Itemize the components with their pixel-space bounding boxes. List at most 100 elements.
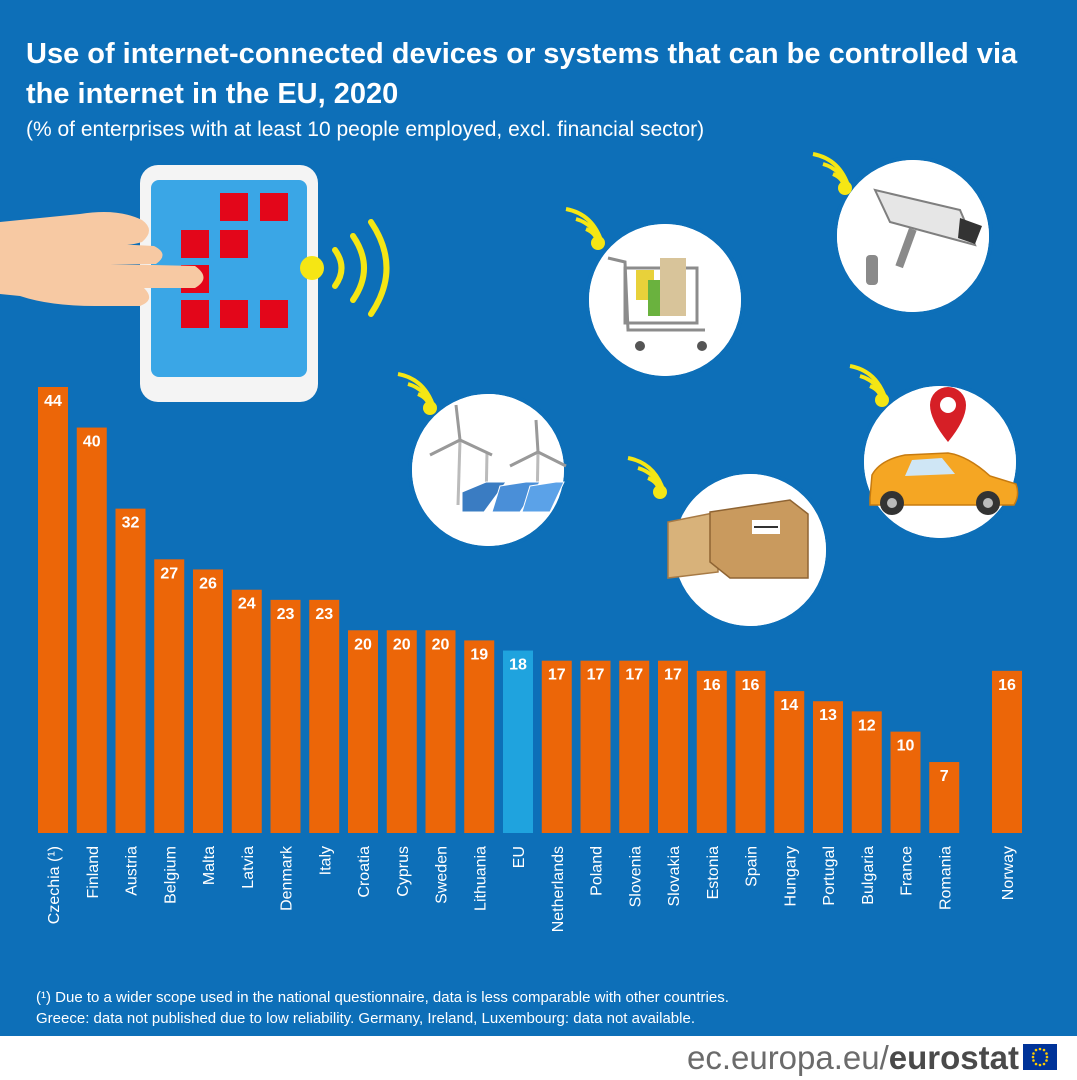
hand-icon	[0, 212, 204, 306]
bar-sweden	[425, 630, 456, 833]
bar-value-label: 18	[509, 657, 527, 674]
category-label: Netherlands	[550, 846, 567, 932]
bar-hungary	[774, 691, 805, 833]
wifi-signal-icon	[812, 152, 852, 195]
category-label: Hungary	[782, 846, 799, 906]
category-label: Slovenia	[627, 846, 644, 907]
bar-eu	[503, 650, 533, 833]
bar-finland	[76, 427, 107, 833]
category-label: Cyprus	[395, 846, 412, 897]
bar-value-label: 16	[998, 677, 1016, 694]
bar-value-label: 7	[940, 768, 949, 785]
security-camera-icon	[833, 156, 993, 316]
category-label: France	[899, 846, 916, 896]
bar-estonia	[696, 670, 727, 833]
chart-subtitle: (% of enterprises with at least 10 peopl…	[26, 118, 705, 141]
category-label: Estonia	[705, 846, 722, 899]
bar-bulgaria	[851, 711, 882, 833]
bar-spain	[735, 670, 766, 833]
wifi-signal-icon	[565, 207, 605, 250]
bar-cyprus	[386, 630, 417, 833]
footer: ec.europa.eu/eurostat	[0, 1036, 1077, 1080]
bar-value-label: 26	[199, 575, 217, 592]
wifi-signal-icon	[397, 372, 437, 415]
bar-value-label: 10	[897, 738, 915, 755]
wifi-signal-icon	[627, 456, 667, 499]
bar-value-label: 13	[819, 707, 837, 724]
category-label: Lithuania	[472, 846, 489, 911]
bar-latvia	[231, 589, 262, 833]
bar-italy	[309, 599, 340, 833]
bar-portugal	[813, 701, 843, 833]
bar-value-label: 12	[858, 717, 876, 734]
bar-value-label: 20	[432, 636, 450, 653]
bar-czechia	[38, 387, 68, 833]
bar-value-label: 17	[664, 667, 682, 684]
eurostat-brand: eurostat	[888, 1039, 1019, 1076]
category-label: Slovakia	[666, 846, 683, 907]
bar-norway	[992, 670, 1022, 833]
bar-value-label: 23	[277, 606, 295, 623]
bar-value-label: 40	[83, 434, 101, 451]
bar-romania	[929, 762, 960, 833]
bar-value-label: 17	[548, 667, 566, 684]
wind-solar-energy-icon	[408, 390, 568, 550]
category-label: EU	[511, 846, 528, 868]
bar-denmark	[270, 599, 301, 833]
bar-slovenia	[619, 660, 650, 833]
bar-poland	[580, 660, 611, 833]
bar-value-label: 17	[587, 667, 605, 684]
bar-france	[890, 731, 921, 833]
website-domain: ec.europa.eu/	[686, 1039, 889, 1076]
bar-value-label: 16	[703, 677, 721, 694]
category-label: Poland	[589, 846, 606, 896]
bar-value-label: 19	[470, 646, 488, 663]
illustration-and-chart: 44 Czechia (¹) 40 Finland 32 Austria 27 Belgium…	[0, 152, 1022, 932]
category-label: Italy	[317, 846, 334, 875]
chart-title: Use of internet-connected devices or sys…	[26, 38, 1018, 110]
category-label: Czechia (¹)	[46, 846, 63, 924]
category-label: Denmark	[279, 845, 296, 911]
website-link[interactable]: ec.europa.eu/eurostat	[687, 1038, 1019, 1078]
bar-value-label: 32	[122, 515, 140, 532]
category-label: Malta	[201, 846, 218, 885]
bar-value-label: 44	[44, 393, 62, 410]
bar-value-label: 16	[742, 677, 760, 694]
bar-chart: 44 Czechia (¹) 40 Finland 32 Austria 27 Belgium…	[38, 387, 1022, 932]
footnote-scope: (¹) Due to a wider scope used in the nat…	[36, 989, 729, 1006]
bar-netherlands	[541, 660, 572, 833]
cardboard-boxes-icon	[667, 470, 830, 630]
bar-slovakia	[658, 660, 688, 833]
bar-value-label: 14	[780, 697, 798, 714]
footnote-availability: Greece: data not published due to low re…	[36, 1010, 695, 1027]
eu-flag-icon	[1023, 1044, 1057, 1070]
wifi-signal-icon	[849, 364, 889, 407]
car-location-icon	[860, 382, 1020, 542]
shopping-cart-icon	[585, 220, 745, 380]
bar-belgium	[154, 559, 185, 833]
bar-lithuania	[464, 640, 495, 833]
category-label: Romania	[937, 846, 954, 910]
category-label: Bulgaria	[860, 846, 877, 905]
category-label: Austria	[124, 846, 141, 896]
footnotes: (¹) Due to a wider scope used in the nat…	[36, 987, 1036, 1029]
bar-value-label: 24	[238, 596, 256, 613]
category-label: Finland	[85, 846, 102, 898]
category-label: Belgium	[162, 846, 179, 904]
category-label: Portugal	[821, 846, 838, 906]
category-label: Spain	[744, 846, 761, 887]
wifi-dot-icon	[300, 256, 324, 280]
category-label: Latvia	[240, 846, 257, 889]
bar-austria	[115, 508, 146, 833]
bar-malta	[193, 569, 223, 833]
category-label: Sweden	[434, 846, 451, 904]
bar-croatia	[348, 630, 378, 833]
tablet-hand-illustration	[0, 165, 390, 402]
bar-value-label: 17	[625, 667, 643, 684]
category-label: Norway	[1000, 846, 1017, 900]
category-label: Croatia	[356, 846, 373, 898]
bar-value-label: 23	[315, 606, 333, 623]
bar-value-label: 27	[160, 565, 178, 582]
bar-value-label: 20	[393, 636, 411, 653]
